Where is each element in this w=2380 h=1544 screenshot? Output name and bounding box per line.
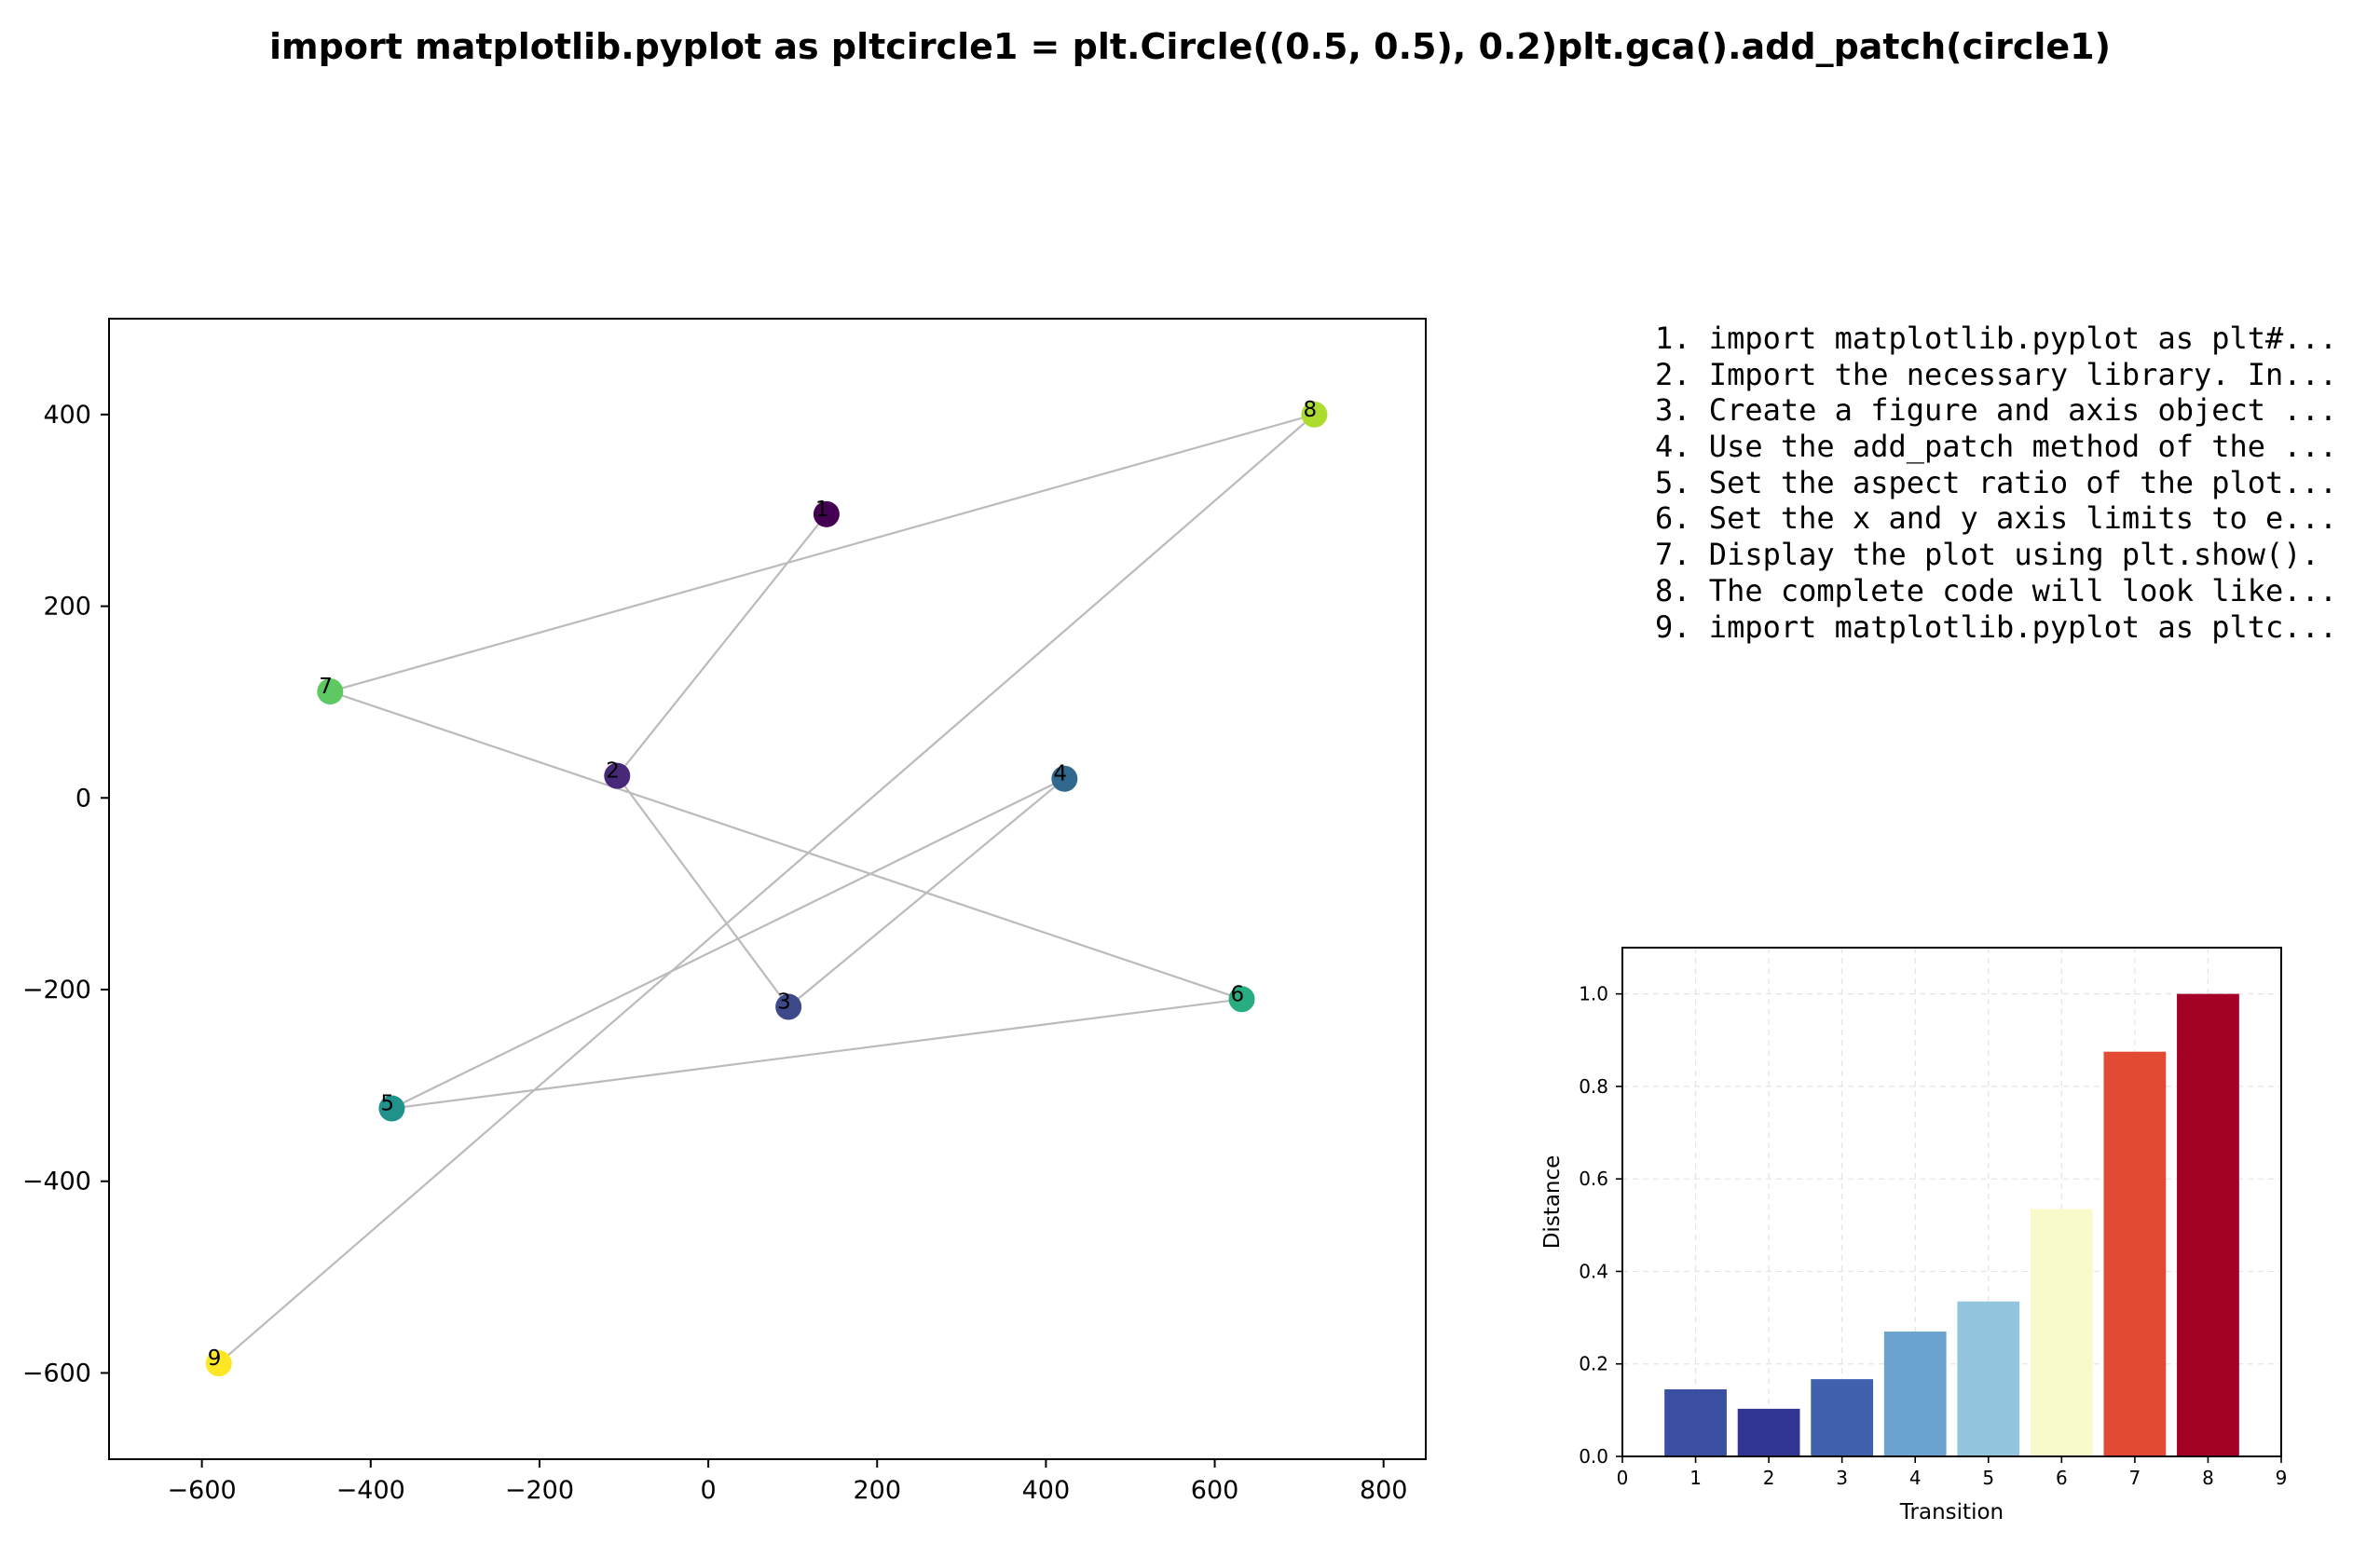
step-item: 7. Display the plot using plt.show(). — [1655, 537, 2319, 573]
point-label: 7 — [319, 675, 333, 699]
y-tick-label: 0 — [75, 784, 91, 813]
x-tick-label: 600 — [1191, 1476, 1239, 1505]
data-point — [317, 678, 344, 705]
step-item: 1. import matplotlib.pyplot as plt#... — [1655, 321, 2338, 356]
connection-line — [616, 774, 790, 1008]
x-tick-label: 0 — [701, 1476, 717, 1505]
step-item: 6. Set the x and y axis limits to e... — [1655, 500, 2338, 537]
connection-line — [218, 414, 1316, 1364]
step-item: 3. Create a figure and axis object ... — [1655, 392, 2338, 429]
point-label: 2 — [606, 759, 620, 784]
step-item: 4. Use the add_patch method of the ... — [1655, 429, 2338, 465]
data-point — [378, 1095, 405, 1122]
data-point — [775, 993, 802, 1020]
connection-line — [616, 513, 828, 777]
connection-line — [329, 690, 1242, 1001]
point-label: 5 — [380, 1092, 394, 1116]
point-label: 6 — [1231, 982, 1245, 1006]
scatter-axes-frame — [108, 318, 1427, 1460]
figure-title: import matplotlib.pyplot as pltcircle1 =… — [269, 26, 2111, 67]
connection-line — [330, 413, 1315, 693]
x-tick-label: −400 — [336, 1476, 405, 1505]
data-point — [205, 1350, 232, 1377]
x-tick-label: 800 — [1360, 1476, 1408, 1505]
point-label: 8 — [1303, 398, 1317, 422]
x-tick-label: −600 — [168, 1476, 237, 1505]
data-point — [1301, 401, 1328, 428]
x-tick-label: 400 — [1022, 1476, 1071, 1505]
y-tick-label: 400 — [43, 401, 91, 430]
data-point — [1051, 765, 1078, 792]
connection-line — [390, 777, 1065, 1110]
connection-line — [391, 998, 1242, 1110]
step-item: 5. Set the aspect ratio of the plot... — [1655, 464, 2338, 500]
data-point — [813, 500, 840, 527]
step-item: 9. import matplotlib.pyplot as pltc... — [1655, 608, 2338, 645]
point-label: 1 — [815, 498, 829, 522]
data-point — [604, 762, 631, 789]
y-tick-label: −200 — [22, 976, 91, 1004]
x-tick-label: 200 — [853, 1476, 901, 1505]
x-tick-label: −200 — [505, 1476, 574, 1505]
y-tick-label: −600 — [22, 1359, 91, 1387]
point-label: 9 — [208, 1346, 222, 1371]
y-tick-label: −400 — [22, 1168, 91, 1196]
point-label: 3 — [777, 991, 791, 1015]
data-point — [1228, 986, 1255, 1013]
steps-list: 1. import matplotlib.pyplot as plt#... 2… — [1655, 321, 2337, 645]
point-label: 4 — [1053, 762, 1067, 786]
step-item: 8. The complete code will look like... — [1655, 572, 2338, 608]
y-tick-label: 200 — [43, 593, 91, 622]
step-item: 2. Import the necessary library. In... — [1655, 356, 2338, 392]
